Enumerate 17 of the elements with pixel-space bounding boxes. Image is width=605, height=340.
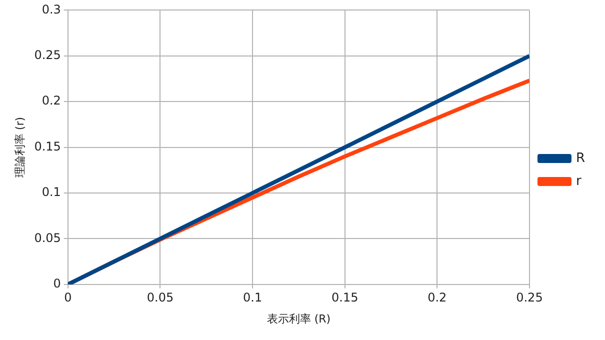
- y-tick-label: 0.05: [34, 230, 61, 245]
- y-tick-label: 0.25: [34, 48, 61, 62]
- y-tick-label: 0.15: [34, 139, 61, 154]
- x-axis-title: 表示利率 (R): [266, 312, 331, 326]
- legend-label: r: [576, 174, 582, 189]
- legend-label: R: [576, 150, 586, 166]
- y-tick-label: 0.2: [42, 94, 61, 108]
- x-tick-label: 0.05: [146, 290, 174, 305]
- x-tick-label: 0.25: [516, 290, 543, 305]
- x-tick-label: 0: [64, 290, 72, 305]
- x-tick-label: 0.1: [242, 290, 262, 305]
- x-tick-label: 0.15: [331, 290, 358, 305]
- x-tick-label: 0.2: [428, 290, 447, 305]
- y-tick-label: 0.1: [42, 185, 61, 200]
- y-tick-label: 0: [53, 276, 61, 291]
- y-axis-title: 理論利率 (r): [13, 116, 26, 178]
- y-tick-label: 0.3: [42, 2, 61, 16]
